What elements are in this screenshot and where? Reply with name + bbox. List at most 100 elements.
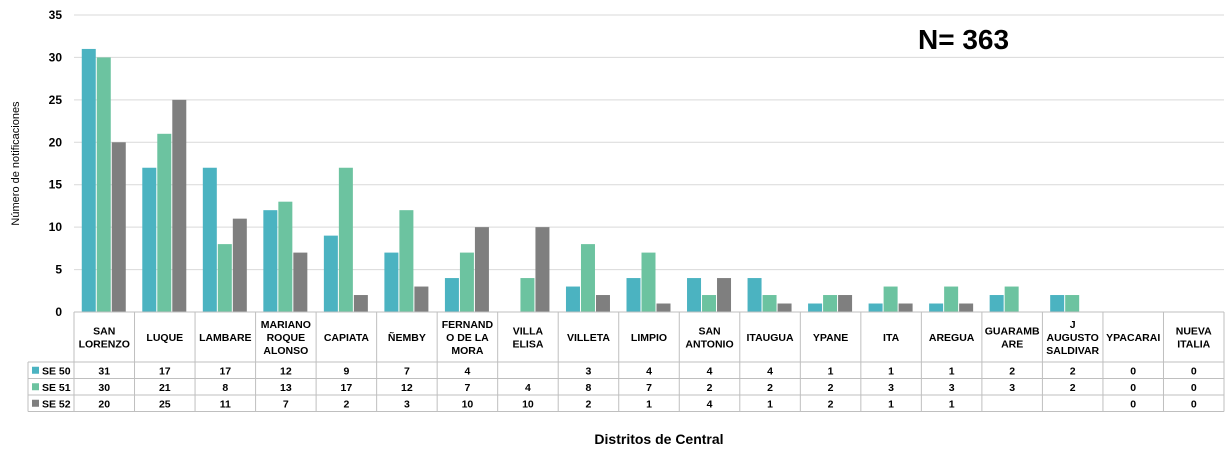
data-label: 1 — [767, 398, 773, 410]
bar-se52 — [414, 286, 429, 312]
data-label: 2 — [828, 382, 834, 394]
category-label: SAN ANTONIO — [685, 326, 733, 351]
bar-se50 — [989, 295, 1004, 312]
bar-se50 — [808, 303, 823, 312]
data-label: 8 — [586, 382, 592, 394]
data-label: 10 — [462, 398, 474, 410]
bar-se50 — [626, 278, 641, 312]
category-label: FERNAND O DE LA MORA — [442, 319, 494, 357]
bar-se51 — [823, 295, 838, 312]
data-label: 7 — [283, 398, 289, 410]
data-label: 2 — [767, 382, 773, 394]
bar-se50 — [747, 278, 762, 312]
data-label: 2 — [343, 398, 349, 410]
bar-se50 — [929, 303, 944, 312]
category-label: LUQUE — [146, 332, 183, 344]
legend-key-se51 — [32, 383, 39, 391]
data-label: 8 — [222, 382, 228, 394]
category-label: NUEVA ITALIA — [1176, 326, 1212, 351]
category-label: ÑEMBY — [388, 331, 426, 344]
bar-se51 — [217, 244, 232, 312]
data-label: 4 — [646, 365, 652, 377]
y-tick-label: 30 — [49, 50, 63, 64]
bar-se50 — [202, 167, 217, 312]
bar-se51 — [580, 244, 595, 312]
bar-se51 — [641, 252, 656, 312]
data-label: 0 — [1130, 365, 1136, 377]
bar-se52 — [353, 295, 368, 312]
data-label: 7 — [646, 382, 652, 394]
data-label: 30 — [98, 382, 110, 394]
y-tick-label: 35 — [49, 8, 63, 22]
category-label: MARIANO ROQUE ALONSO — [261, 319, 311, 357]
category-label: VILLA ELISA — [512, 326, 543, 351]
bar-se51 — [702, 295, 717, 312]
bar-se50 — [263, 210, 278, 312]
data-label: 25 — [159, 398, 171, 410]
data-label: 1 — [828, 365, 834, 377]
legend-label: SE 51 — [42, 382, 71, 394]
bar-se51 — [944, 286, 959, 312]
bar-se50 — [868, 303, 883, 312]
bar-se52 — [232, 218, 247, 312]
bar-se50 — [565, 286, 580, 312]
data-label: 17 — [219, 365, 231, 377]
data-label: 12 — [401, 382, 413, 394]
bar-se52 — [898, 303, 913, 312]
data-label: 7 — [464, 382, 470, 394]
category-label: YPACARAI — [1106, 332, 1160, 344]
data-label: 7 — [404, 365, 410, 377]
data-label: 2 — [1070, 365, 1076, 377]
bar-se51 — [520, 278, 535, 312]
data-label: 4 — [707, 398, 713, 410]
data-label: 13 — [280, 382, 292, 394]
data-label: 0 — [1130, 382, 1136, 394]
bar-se51 — [459, 252, 474, 312]
bar-se52 — [717, 278, 732, 312]
y-axis-label: Número de notificaciones — [10, 101, 22, 226]
category-label: GUARAMB ARE — [985, 326, 1040, 351]
y-tick-label: 5 — [55, 263, 62, 277]
bar-se50 — [81, 48, 96, 312]
data-label: 17 — [341, 382, 353, 394]
bar-se52 — [959, 303, 974, 312]
data-label: 0 — [1191, 382, 1197, 394]
y-tick-label: 25 — [49, 93, 63, 107]
data-label: 1 — [888, 398, 894, 410]
category-label: CAPIATA — [324, 332, 370, 344]
data-label: 1 — [646, 398, 652, 410]
bar-se51 — [1004, 286, 1019, 312]
data-label: 3 — [1009, 382, 1015, 394]
bar-se52 — [595, 295, 610, 312]
legend-key-se52 — [32, 399, 39, 407]
data-label: 11 — [220, 398, 231, 410]
data-label: 0 — [1191, 365, 1197, 377]
bar-se50 — [1050, 295, 1065, 312]
data-label: 17 — [159, 365, 171, 377]
bar-se51 — [399, 210, 414, 312]
data-label: 9 — [343, 365, 349, 377]
bar-se50 — [687, 278, 702, 312]
legend-key-se50 — [32, 366, 39, 374]
bar-se52 — [293, 252, 308, 312]
y-tick-label: 10 — [49, 220, 63, 234]
bar-se51 — [157, 133, 172, 312]
category-label: ITA — [883, 332, 900, 344]
bar-se52 — [838, 295, 853, 312]
data-label: 12 — [280, 365, 292, 377]
bar-se52 — [535, 227, 550, 312]
data-label: 20 — [98, 398, 110, 410]
bar-se52 — [172, 99, 187, 312]
bar-se52 — [777, 303, 792, 312]
legend-label: SE 50 — [42, 365, 71, 377]
bar-se51 — [96, 57, 111, 312]
data-label: 2 — [1070, 382, 1076, 394]
bar-se50 — [444, 278, 459, 312]
bar-se52 — [474, 227, 489, 312]
category-label: SAN LORENZO — [79, 326, 130, 351]
data-label: 4 — [464, 365, 470, 377]
data-label: 2 — [828, 398, 834, 410]
category-label: VILLETA — [567, 332, 610, 344]
data-label: 4 — [707, 365, 713, 377]
category-label: AREGUA — [929, 332, 975, 344]
